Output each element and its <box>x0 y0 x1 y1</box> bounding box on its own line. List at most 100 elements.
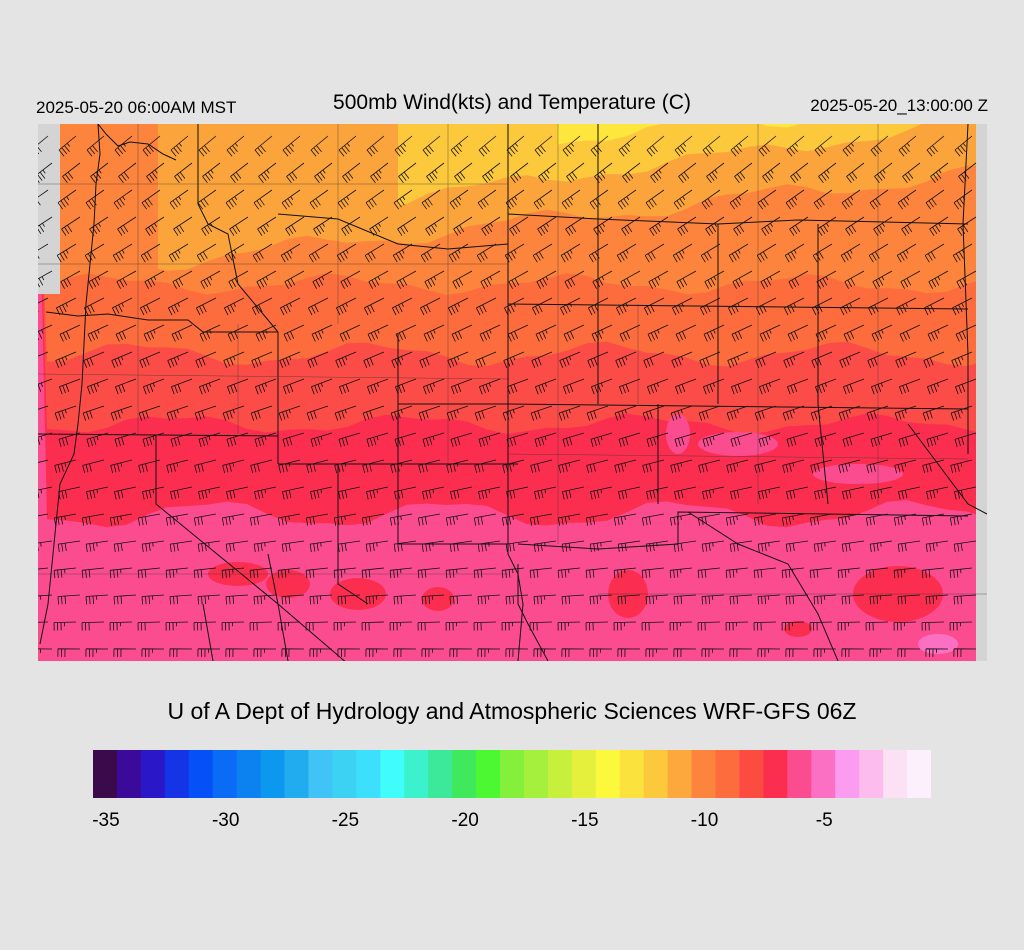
wind-barb <box>165 513 189 526</box>
wind-barb <box>254 135 273 157</box>
wind-barb <box>60 270 81 289</box>
colorbar-tick-label: -35 <box>92 810 120 831</box>
colorbar-swatch <box>476 750 501 798</box>
temp-band <box>158 124 987 271</box>
wind-barb <box>166 405 189 421</box>
wind-barb <box>841 594 865 605</box>
wind-barb <box>254 432 277 448</box>
wind-barb <box>389 621 413 631</box>
wind-barb <box>613 621 637 631</box>
wind-barb <box>783 351 805 369</box>
wind-barb <box>308 297 329 316</box>
wind-barb <box>532 297 553 316</box>
wind-barb <box>453 216 473 236</box>
temp-patch <box>266 570 310 598</box>
temperature-colorbar <box>93 750 931 798</box>
wind-barb <box>669 567 693 579</box>
wind-barb <box>894 459 917 474</box>
wind-barb <box>392 243 413 263</box>
colorbar-swatch <box>643 750 669 798</box>
wind-barb <box>813 594 837 605</box>
wind-barb <box>448 297 469 316</box>
wind-barb <box>38 378 53 392</box>
wind-barb <box>169 594 193 605</box>
wind-barb <box>417 513 441 526</box>
wind-barb <box>81 621 105 631</box>
wind-barb <box>171 324 193 342</box>
wind-barb <box>367 378 389 395</box>
wind-barb <box>393 540 417 553</box>
wind-barb <box>781 567 805 579</box>
wind-barb <box>675 378 697 395</box>
wind-barb <box>898 135 917 157</box>
temperature-wind-map <box>38 124 987 661</box>
wind-barb <box>619 378 641 395</box>
wind-barb <box>534 486 557 500</box>
wind-barb <box>728 243 749 263</box>
wind-barb <box>252 243 273 263</box>
wind-barb <box>221 513 245 526</box>
wind-barb <box>841 540 865 553</box>
wind-barb <box>561 594 585 605</box>
wind-barb <box>869 648 893 657</box>
wind-barb <box>759 378 781 395</box>
wind-barb <box>365 594 389 605</box>
wind-barb <box>506 135 525 157</box>
wind-barb <box>641 513 665 526</box>
wind-barb <box>57 540 81 553</box>
colorbar-swatch <box>380 750 405 798</box>
wind-barb <box>672 297 693 316</box>
wind-barb <box>255 324 277 342</box>
wind-barb <box>926 486 949 500</box>
wind-barb <box>505 648 529 657</box>
wind-barb <box>955 324 977 342</box>
wind-barb <box>56 243 77 263</box>
colorbar-swatch <box>715 750 740 798</box>
wind-barb <box>925 540 949 553</box>
wind-barb <box>810 459 833 474</box>
wind-barb <box>952 297 973 316</box>
wind-barb <box>251 351 273 369</box>
wind-barb <box>616 297 637 316</box>
wind-barb <box>197 594 221 605</box>
wind-barb <box>253 648 277 657</box>
wind-barb <box>421 648 445 657</box>
wind-barb <box>362 459 385 474</box>
wind-barb <box>38 243 49 259</box>
wind-barb <box>311 324 333 342</box>
wind-barb <box>474 405 497 421</box>
wind-barb <box>924 297 945 316</box>
wind-barb <box>760 270 781 289</box>
wind-barb <box>816 270 837 289</box>
wind-barb <box>675 324 697 342</box>
temp-patch <box>330 578 386 610</box>
wind-barb <box>38 162 53 183</box>
wind-barb <box>870 135 889 157</box>
wind-barb <box>650 162 669 183</box>
temp-band <box>558 124 987 145</box>
wind-barb <box>445 621 469 631</box>
wind-barb <box>761 216 781 236</box>
wind-barb <box>874 162 893 183</box>
wind-barb <box>333 621 357 631</box>
wind-barb <box>729 648 753 657</box>
wind-barb <box>900 270 921 289</box>
wind-barb <box>865 513 889 526</box>
wind-barb <box>366 432 389 448</box>
wind-barb <box>648 270 669 289</box>
colorbar-tick-label: -15 <box>571 810 599 831</box>
wind-barb <box>586 459 609 474</box>
wind-barb <box>252 297 273 316</box>
wind-barb <box>809 567 833 579</box>
wind-barb <box>256 270 277 289</box>
wind-barb <box>810 405 833 421</box>
wind-barb <box>697 621 721 631</box>
wind-barb <box>558 459 581 474</box>
wind-barb <box>926 432 949 448</box>
wind-barb <box>814 486 837 500</box>
wind-barb <box>759 324 781 342</box>
wind-barb <box>645 189 665 210</box>
wind-barb <box>838 405 861 421</box>
wind-barb <box>139 351 161 369</box>
wind-barb <box>756 297 777 316</box>
